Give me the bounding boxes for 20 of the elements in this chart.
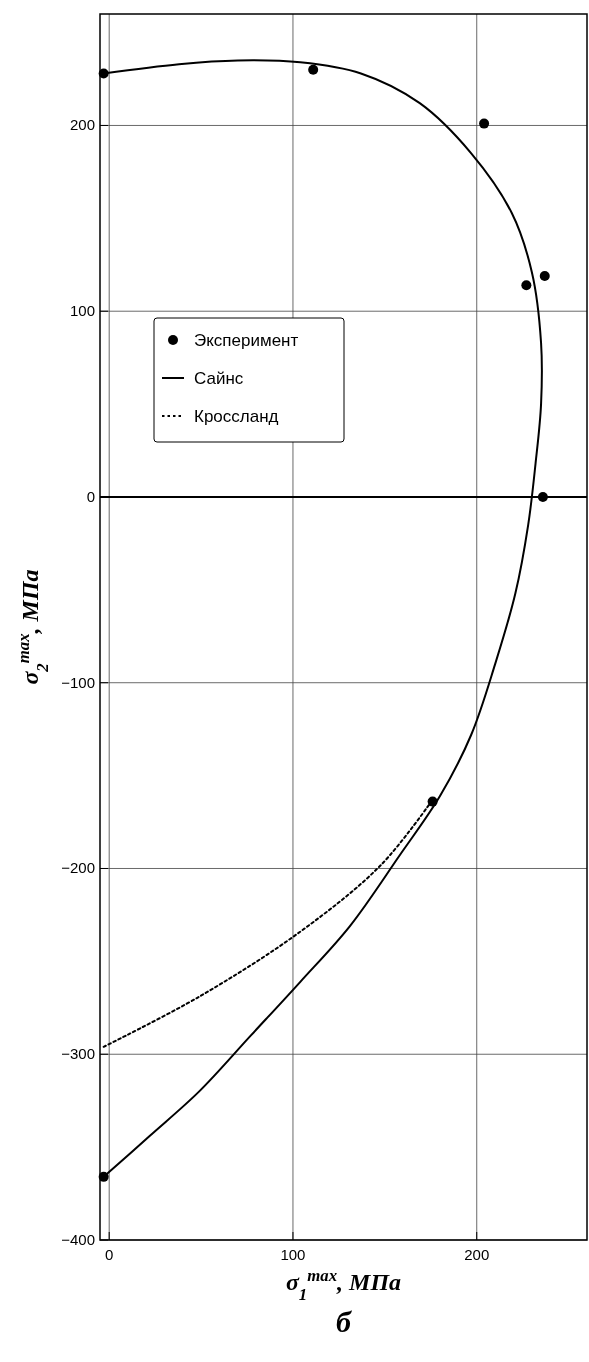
point [521, 280, 532, 291]
y-tick-label: −200 [61, 859, 95, 877]
y-tick-label: 200 [69, 116, 95, 134]
text: б [336, 1305, 353, 1338]
legend-label: Сайнс [194, 369, 244, 388]
x-axis-title: σ$_{1}$$^{max}$, МПа [285, 1265, 402, 1304]
y-tick-label: −400 [61, 1231, 95, 1248]
point [308, 64, 319, 75]
y-tick-label: 0 [86, 487, 95, 505]
point [539, 270, 550, 281]
y-tick-label: −100 [61, 673, 95, 691]
x-tick-label: 100 [280, 1246, 306, 1263]
y-tick-label: 100 [69, 302, 95, 320]
x-tick-label: 200 [464, 1246, 490, 1263]
y-tick-label: −300 [61, 1045, 95, 1063]
legend-label: Кроссланд [194, 407, 279, 426]
legend-label: Эксперимент [194, 331, 299, 350]
point [479, 118, 490, 129]
point [537, 491, 548, 502]
x-tick-label: 0 [105, 1246, 114, 1263]
